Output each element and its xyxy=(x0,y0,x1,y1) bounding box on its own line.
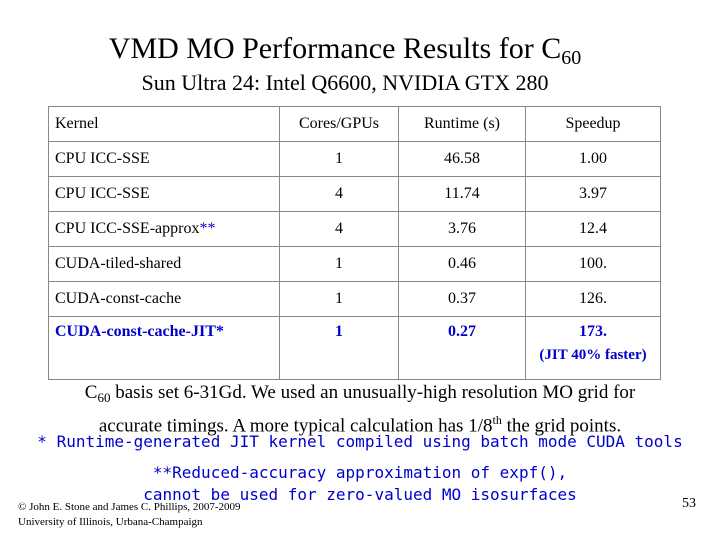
body-line2a: accurate timings. A more typical calcula… xyxy=(98,415,493,437)
cell-runtime: 11.74 xyxy=(398,176,526,212)
cell-speedup: 100. xyxy=(525,246,661,282)
header-speedup: Speedup xyxy=(525,106,661,142)
cell-cores: 1 xyxy=(279,316,399,380)
page-number: 53 xyxy=(682,496,696,511)
footer-line2: University of Illinois, Urbana-Champaign xyxy=(18,516,203,528)
body-line2b: the grid points. xyxy=(501,415,622,437)
cell-speedup: 126. xyxy=(525,281,661,317)
title-text: VMD MO Performance Results for C xyxy=(108,32,562,65)
cell-cores: 4 xyxy=(279,176,399,212)
c-symbol: C xyxy=(84,382,98,403)
page-title: VMD MO Performance Results for C60 xyxy=(0,32,690,70)
table-row: CUDA-tiled-shared 1 0.46 100. xyxy=(48,246,661,282)
table-header-row: Kernel Cores/GPUs Runtime (s) Speedup xyxy=(48,106,661,142)
performance-table: Kernel Cores/GPUs Runtime (s) Speedup CP… xyxy=(48,106,661,380)
jit-speedup-note: (JIT 40% faster) xyxy=(539,347,647,363)
approx-line2: cannot be used for zero-valued MO isosur… xyxy=(143,485,577,504)
header-cores: Cores/GPUs xyxy=(279,106,399,142)
footer-line1: © John E. Stone and James C. Phillips, 2… xyxy=(18,501,241,513)
table-row: CPU ICC-SSE-approx** 4 3.76 12.4 xyxy=(48,211,661,247)
cell-cores: 1 xyxy=(279,246,399,282)
cell-cores: 4 xyxy=(279,211,399,247)
cell-kernel: CUDA-tiled-shared xyxy=(48,246,280,282)
cell-runtime: 0.46 xyxy=(398,246,526,282)
table-row: CUDA-const-cache-JIT* 1 0.27 173. (JIT 40… xyxy=(48,316,661,380)
approx-marker: ** xyxy=(199,220,216,237)
cell-kernel: CPU ICC-SSE-approx** xyxy=(48,211,280,247)
cell-speedup: 173. (JIT 40% faster) xyxy=(525,316,661,380)
cell-cores: 1 xyxy=(279,281,399,317)
cell-cores: 1 xyxy=(279,141,399,177)
approx-footnote: **Reduced-accuracy approximation of expf… xyxy=(0,462,720,506)
header-runtime: Runtime (s) xyxy=(398,106,526,142)
body-superscript: th xyxy=(492,413,502,427)
cell-runtime: 46.58 xyxy=(398,141,526,177)
table-row: CPU ICC-SSE 1 46.58 1.00 xyxy=(48,141,661,177)
cell-speedup: 1.00 xyxy=(525,141,661,177)
table-row: CUDA-const-cache 1 0.37 126. xyxy=(48,281,661,317)
table-row: CPU ICC-SSE 4 11.74 3.97 xyxy=(48,176,661,212)
cell-speedup: 12.4 xyxy=(525,211,661,247)
c-subscript: 60 xyxy=(97,390,111,405)
cell-kernel: CUDA-const-cache xyxy=(48,281,280,317)
copyright-footer: © John E. Stone and James C. Phillips, 2… xyxy=(18,500,241,530)
cell-kernel: CPU ICC-SSE xyxy=(48,141,280,177)
page-subtitle: Sun Ultra 24: Intel Q6600, NVIDIA GTX 28… xyxy=(141,70,549,95)
basis-set-description: C60 basis set 6-31Gd. We used an unusual… xyxy=(0,382,720,437)
kernel-name: CPU ICC-SSE-approx xyxy=(55,220,200,237)
jit-footnote: * Runtime-generated JIT kernel compiled … xyxy=(37,432,683,451)
body-line1: basis set 6-31Gd. We used an unusually-h… xyxy=(110,382,636,403)
cell-kernel: CPU ICC-SSE xyxy=(48,176,280,212)
speedup-value: 173. xyxy=(579,323,607,340)
cell-runtime: 3.76 xyxy=(398,211,526,247)
cell-kernel: CUDA-const-cache-JIT* xyxy=(48,316,280,380)
header-kernel: Kernel xyxy=(48,106,280,142)
cell-speedup: 3.97 xyxy=(525,176,661,212)
approx-line1: **Reduced-accuracy approximation of expf… xyxy=(152,463,568,482)
cell-runtime: 0.27 xyxy=(398,316,526,380)
title-subscript: 60 xyxy=(561,47,582,69)
cell-runtime: 0.37 xyxy=(398,281,526,317)
